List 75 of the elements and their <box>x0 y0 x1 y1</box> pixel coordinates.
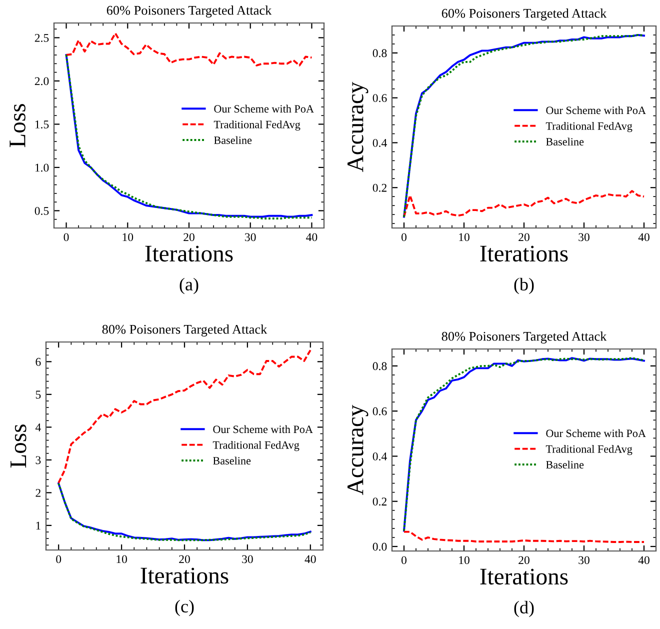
y-axis-title: Loss <box>10 424 26 468</box>
line-series <box>58 482 312 542</box>
chart-title: 80% Poisoners Targeted Attack <box>442 332 607 344</box>
x-tick-label: 10 <box>459 233 470 242</box>
x-tick-label: 0 <box>56 555 62 564</box>
text: (c) <box>175 600 194 616</box>
legend-label: Baseline <box>213 456 251 465</box>
x-tick-label: 0 <box>64 233 69 242</box>
y-tick-label: 0.4 <box>372 138 387 147</box>
y-tick-label: 6 <box>36 358 41 366</box>
x-tick-label: 40 <box>306 233 318 242</box>
y-axis-title: Accuracy <box>348 404 368 495</box>
line-series <box>65 32 313 66</box>
legend-label: Our Scheme with PoA <box>546 429 646 438</box>
x-tick-label: 20 <box>518 556 530 564</box>
x-tick-label: 10 <box>116 555 127 564</box>
y-tick-label: 2.5 <box>34 34 49 42</box>
y-tick-label: 0.5 <box>34 206 49 215</box>
chart-title: 80% Poisoners Targeted Attack <box>102 324 268 337</box>
y-tick-label: 4 <box>35 423 41 432</box>
y-tick-label: 5 <box>36 390 41 399</box>
x-axis-title: Iterations <box>145 246 233 262</box>
x-tick-label: 30 <box>578 233 590 242</box>
x-tick-label: 20 <box>184 233 194 242</box>
y-tick-label: 0.8 <box>372 49 387 58</box>
line-series <box>403 34 645 218</box>
y-tick-label: 0.8 <box>372 362 387 370</box>
text: (a) <box>180 278 198 294</box>
text: (b) <box>514 278 534 294</box>
x-tick-label: 30 <box>245 233 256 242</box>
x-tick-label: 30 <box>578 556 590 564</box>
legend-label: Traditional FedAvg <box>546 122 632 132</box>
text: (d) <box>514 600 534 618</box>
x-tick-label: 0 <box>402 233 406 242</box>
x-tick-label: 40 <box>638 556 650 564</box>
x-tick-label: 10 <box>122 233 134 242</box>
chart-title: 60% Poisoners Targeted Attack <box>442 8 607 21</box>
legend-label: Traditional FedAvg <box>546 444 632 456</box>
y-axis-title: Loss <box>10 104 26 148</box>
y-tick-label: 1.5 <box>35 120 49 128</box>
legend-label: Baseline <box>214 136 252 144</box>
legend-label: Baseline <box>546 138 584 146</box>
legend-label: Our Scheme with PoA <box>213 425 313 434</box>
x-axis-title: Iterations <box>140 568 228 584</box>
x-axis-title: Iterations <box>480 568 568 585</box>
x-tick-label: 10 <box>459 556 470 564</box>
y-tick-label: 1.0 <box>35 164 49 172</box>
x-tick-label: 0 <box>402 556 406 564</box>
legend-label: Our Scheme with PoA <box>214 104 314 113</box>
y-tick-label: 0.0 <box>372 542 387 551</box>
legend-label: Traditional FedAvg <box>212 440 300 452</box>
y-tick-label: 0.6 <box>372 94 387 102</box>
y-tick-label: 0.6 <box>372 407 387 416</box>
legend-label: Baseline <box>546 460 584 469</box>
x-tick-label: 40 <box>638 233 650 242</box>
line-series <box>403 190 645 218</box>
y-tick-label: 0.2 <box>372 498 386 506</box>
line-series <box>58 349 312 484</box>
legend-label: Traditional FedAvg <box>214 120 300 131</box>
chart-title: 60% Poisoners Targeted Attack <box>106 6 272 18</box>
x-tick-label: 40 <box>304 555 316 564</box>
x-tick-label: 20 <box>179 555 190 564</box>
y-tick-label: 1 <box>36 522 40 530</box>
x-tick-label: 20 <box>518 233 530 242</box>
legend-label: Our Scheme with PoA <box>546 106 646 114</box>
y-tick-label: 2.0 <box>34 77 49 86</box>
line-series <box>403 530 645 543</box>
x-axis-title: Iterations <box>480 246 568 262</box>
x-tick-label: 30 <box>242 555 253 564</box>
y-tick-label: 3 <box>36 456 41 464</box>
y-tick-label: 0.2 <box>372 184 386 192</box>
y-tick-label: 2 <box>36 488 40 497</box>
line-series <box>403 357 645 532</box>
y-tick-label: 0.4 <box>372 452 387 460</box>
y-axis-title: Accuracy <box>348 82 368 172</box>
